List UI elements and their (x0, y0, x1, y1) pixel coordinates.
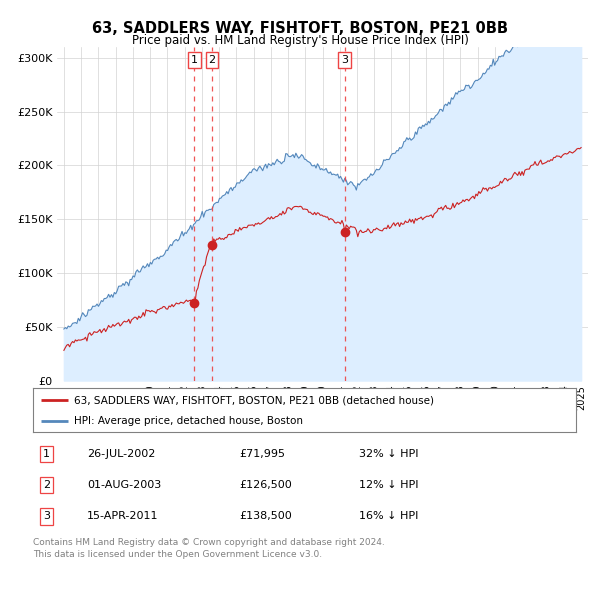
Text: 1: 1 (191, 55, 198, 65)
Text: 32% ↓ HPI: 32% ↓ HPI (359, 449, 418, 459)
Text: HPI: Average price, detached house, Boston: HPI: Average price, detached house, Bost… (74, 416, 303, 426)
Text: 16% ↓ HPI: 16% ↓ HPI (359, 512, 418, 522)
Text: 3: 3 (43, 512, 50, 522)
Text: 3: 3 (341, 55, 348, 65)
Text: £71,995: £71,995 (239, 449, 286, 459)
Text: 63, SADDLERS WAY, FISHTOFT, BOSTON, PE21 0BB: 63, SADDLERS WAY, FISHTOFT, BOSTON, PE21… (92, 21, 508, 35)
Text: 15-APR-2011: 15-APR-2011 (88, 512, 159, 522)
Text: 63, SADDLERS WAY, FISHTOFT, BOSTON, PE21 0BB (detached house): 63, SADDLERS WAY, FISHTOFT, BOSTON, PE21… (74, 395, 434, 405)
Text: £138,500: £138,500 (239, 512, 292, 522)
Text: 01-AUG-2003: 01-AUG-2003 (88, 480, 161, 490)
Text: Price paid vs. HM Land Registry's House Price Index (HPI): Price paid vs. HM Land Registry's House … (131, 34, 469, 47)
Text: £126,500: £126,500 (239, 480, 292, 490)
Text: 2: 2 (43, 480, 50, 490)
Text: Contains HM Land Registry data © Crown copyright and database right 2024.
This d: Contains HM Land Registry data © Crown c… (33, 538, 385, 559)
Text: 2: 2 (208, 55, 215, 65)
Text: 26-JUL-2002: 26-JUL-2002 (88, 449, 155, 459)
Text: 12% ↓ HPI: 12% ↓ HPI (359, 480, 418, 490)
Text: 1: 1 (43, 449, 50, 459)
